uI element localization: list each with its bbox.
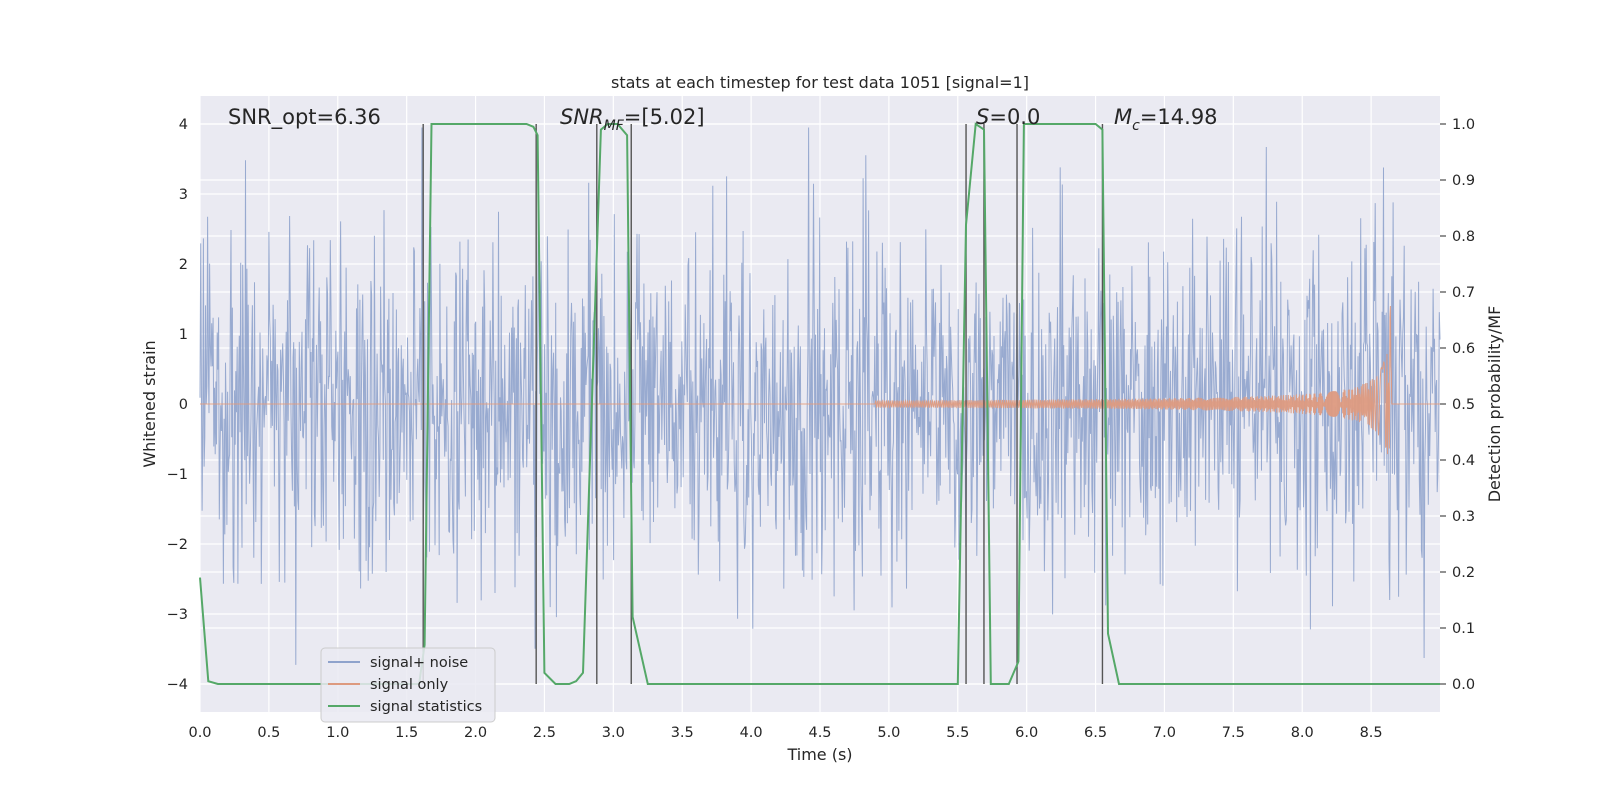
- signal-only-line: [200, 305, 1440, 455]
- legend-box: [320, 647, 496, 723]
- y-left-tick-labels: 4 3 2 1 0 −1 −2 −3 −4: [167, 117, 188, 693]
- y-axis-label-left: Whitened strain: [140, 340, 159, 467]
- snr-mf-main: SNR: [560, 105, 604, 129]
- x-axis-label: Time (s): [786, 745, 852, 764]
- y-left-tick-label: 3: [179, 187, 188, 203]
- legend: signal+ noise signal only signal statist…: [320, 647, 496, 723]
- x-tick-label: 6.0: [1015, 725, 1038, 741]
- signal-noise-line: [199, 127, 1441, 665]
- signal-only-series: [200, 305, 1440, 455]
- y-right-tick-label: 0.5: [1452, 397, 1475, 413]
- y-left-tick-label: −4: [167, 677, 188, 693]
- y-right-tick-label: 0.6: [1452, 341, 1475, 357]
- x-tick-label: 3.5: [671, 725, 694, 741]
- y-left-tick-label: 2: [179, 257, 188, 273]
- x-tick-label: 6.5: [1084, 725, 1107, 741]
- snr-mf-value: =[5.02]: [624, 105, 705, 129]
- x-tick-label: 5.5: [946, 725, 969, 741]
- x-tick-label: 1.5: [395, 725, 418, 741]
- y-right-tick-labels: 1.0 0.9 0.8 0.7 0.6 0.5 0.4 0.3 0.2 0.1 0.0: [1440, 117, 1475, 693]
- snr-mf-annotation: SNRMF=[5.02]: [560, 105, 705, 134]
- y-right-tick-label: 0.3: [1452, 509, 1475, 525]
- vertical-markers: [422, 124, 1104, 684]
- y-right-tick-label: 0.7: [1452, 285, 1475, 301]
- y-left-tick-label: −3: [167, 607, 188, 623]
- y-left-tick-label: 4: [179, 117, 188, 133]
- legend-label-noise: signal+ noise: [370, 655, 468, 671]
- snr-mf-sub: MF: [604, 118, 625, 134]
- x-tick-label: 1.0: [326, 725, 349, 741]
- s-annotation: S=0.0: [976, 105, 1040, 129]
- x-tick-label: 0.5: [257, 725, 280, 741]
- x-tick-label: 2.0: [464, 725, 487, 741]
- x-tick-label: 3.0: [602, 725, 625, 741]
- mc-value: =14.98: [1140, 105, 1218, 129]
- y-left-tick-label: −2: [167, 537, 188, 553]
- y-right-tick-label: 0.2: [1452, 565, 1475, 581]
- y-right-tick-label: 0.8: [1452, 229, 1475, 245]
- mc-sub: c: [1132, 118, 1140, 134]
- x-tick-labels: 0.0 0.5 1.0 1.5 2.0 2.5 3.0 3.5 4.0 4.5 5.0 5.5 6.0 6…: [188, 725, 1382, 741]
- x-tick-label: 5.0: [877, 725, 900, 741]
- chart-title: stats at each timestep for test data 105…: [611, 73, 1029, 92]
- s-main: S: [976, 105, 989, 129]
- y-right-tick-label: 0.0: [1452, 677, 1475, 693]
- y-left-tick-label: −1: [167, 467, 188, 483]
- signal-noise-series: [199, 127, 1441, 665]
- y-right-tick-label: 0.1: [1452, 621, 1475, 637]
- x-tick-label: 7.5: [1222, 725, 1245, 741]
- signal-statistics-line: [199, 122, 1440, 685]
- x-tick-label: 7.0: [1153, 725, 1176, 741]
- y-right-tick-label: 0.9: [1452, 173, 1475, 189]
- y-left-tick-label: 0: [179, 397, 188, 413]
- x-tick-label: 0.0: [188, 725, 211, 741]
- snr-opt-annotation: SNR_opt=6.36: [228, 105, 381, 130]
- y-left-tick-label: 1: [179, 327, 188, 343]
- y-right-tick-label: 1.0: [1452, 117, 1475, 133]
- x-tick-label: 4.5: [808, 725, 831, 741]
- s-value: =0.0: [989, 105, 1040, 129]
- mc-annotation: Mc=14.98: [1114, 105, 1218, 134]
- legend-label-signal: signal only: [370, 677, 449, 693]
- mc-main: M: [1114, 105, 1132, 129]
- y-right-tick-label: 0.4: [1452, 453, 1475, 469]
- y-axis-label-right: Detection probability/MF: [1485, 306, 1504, 503]
- signal-statistics-series: [199, 122, 1440, 685]
- legend-label-statistics: signal statistics: [370, 699, 482, 715]
- x-tick-label: 8.0: [1291, 725, 1314, 741]
- x-tick-label: 2.5: [533, 725, 556, 741]
- x-tick-label: 4.0: [740, 725, 763, 741]
- x-tick-label: 8.5: [1360, 725, 1383, 741]
